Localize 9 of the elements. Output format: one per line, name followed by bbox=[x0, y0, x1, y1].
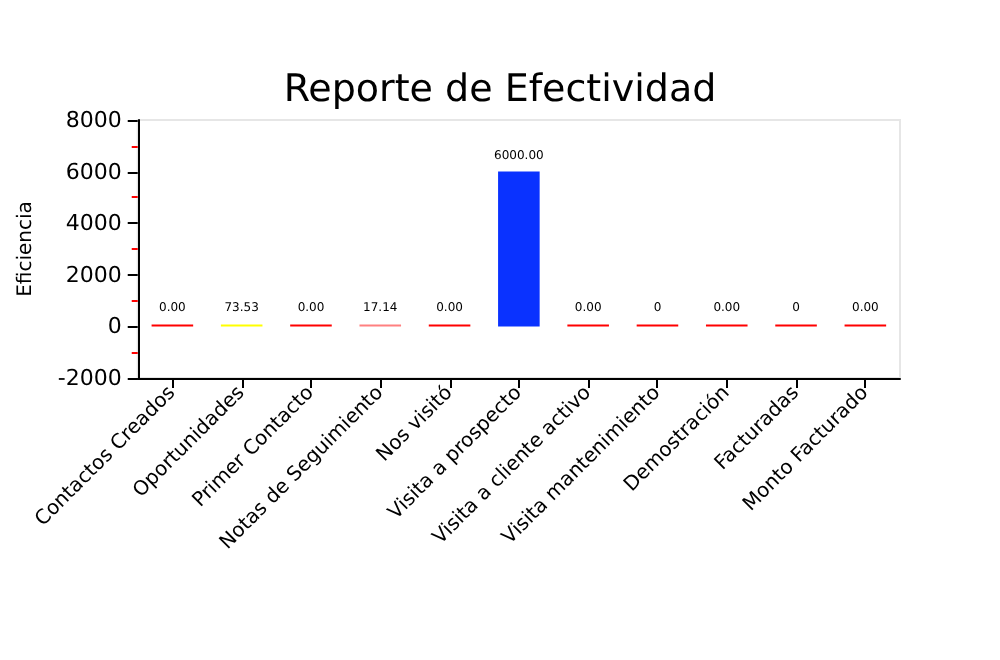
y-tick-label: 2000 bbox=[65, 261, 122, 288]
y-tick-label: 6000 bbox=[65, 158, 122, 185]
y-tick-label: -2000 bbox=[57, 365, 122, 391]
bar bbox=[498, 171, 540, 327]
y-tick-label: 0 bbox=[107, 313, 122, 340]
chart-title: Reporte de Efectividad bbox=[283, 67, 717, 111]
y-tick-label: 4000 bbox=[65, 210, 122, 237]
y-tick-label: 8000 bbox=[65, 107, 122, 133]
y-axis-title: Eficiencia bbox=[15, 201, 37, 297]
